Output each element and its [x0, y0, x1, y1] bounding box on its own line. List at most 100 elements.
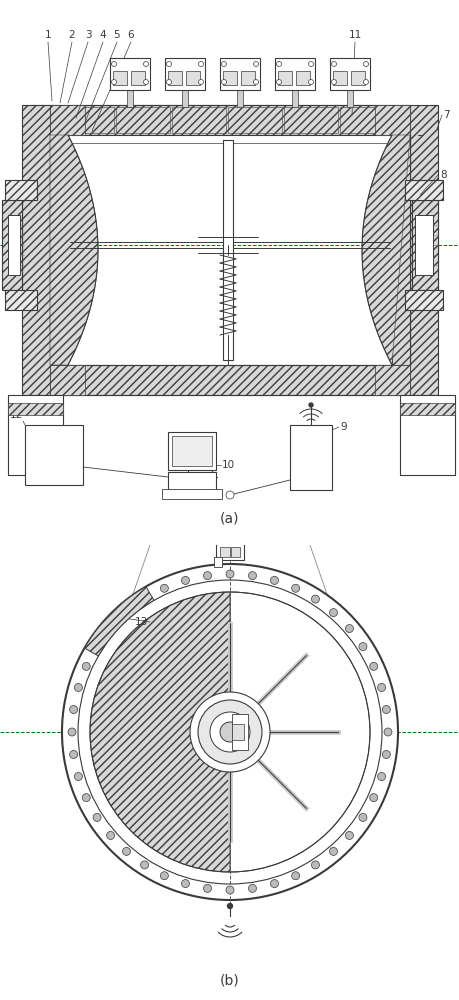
Circle shape [181, 880, 189, 888]
Text: 6: 6 [128, 30, 134, 40]
Circle shape [122, 609, 130, 617]
Polygon shape [22, 105, 50, 395]
Bar [409, 105, 437, 395]
Circle shape [166, 62, 171, 66]
Circle shape [311, 861, 319, 869]
Circle shape [248, 572, 256, 580]
Bar [182, 90, 188, 107]
Text: 3: 3 [84, 30, 91, 40]
Bar [219, 58, 259, 90]
Bar [168, 432, 216, 470]
Circle shape [221, 80, 226, 85]
Bar [8, 215, 20, 275]
Circle shape [270, 576, 278, 584]
Circle shape [198, 62, 203, 66]
Text: 5: 5 [113, 30, 120, 40]
Circle shape [78, 580, 381, 884]
Circle shape [68, 728, 76, 736]
Circle shape [74, 773, 82, 781]
Circle shape [69, 706, 78, 714]
Bar [399, 395, 454, 475]
Bar [404, 290, 442, 310]
Bar [127, 90, 133, 107]
Circle shape [62, 564, 397, 900]
Circle shape [69, 750, 78, 758]
Circle shape [166, 80, 171, 85]
Text: 4: 4 [100, 30, 106, 40]
Bar [332, 71, 346, 85]
Text: 7: 7 [442, 110, 448, 120]
Text: 12: 12 [10, 410, 23, 420]
Bar [223, 140, 233, 360]
Polygon shape [361, 135, 409, 365]
Bar [110, 58, 150, 90]
Bar [131, 71, 145, 85]
Circle shape [160, 872, 168, 880]
Circle shape [381, 706, 390, 714]
Circle shape [331, 62, 336, 66]
Circle shape [93, 813, 101, 821]
Text: 13: 13 [134, 617, 148, 627]
Circle shape [363, 62, 368, 66]
Bar [295, 71, 309, 85]
Circle shape [381, 750, 390, 758]
Circle shape [253, 80, 258, 85]
Bar [236, 90, 242, 107]
Polygon shape [50, 135, 98, 365]
Circle shape [181, 576, 189, 584]
Text: 9: 9 [339, 422, 346, 432]
Text: (b): (b) [220, 974, 239, 988]
Circle shape [308, 80, 313, 85]
Circle shape [345, 625, 353, 633]
Circle shape [143, 62, 148, 66]
Circle shape [160, 584, 168, 592]
Circle shape [369, 794, 377, 802]
Bar [185, 71, 200, 85]
Bar [5, 290, 37, 310]
Bar [162, 489, 222, 499]
Bar [230, 547, 240, 557]
Bar [414, 215, 432, 275]
Bar [283, 107, 337, 133]
Bar [5, 180, 37, 200]
Circle shape [358, 643, 366, 651]
Bar [116, 107, 170, 133]
Bar [391, 135, 409, 365]
Circle shape [253, 62, 258, 66]
Circle shape [358, 813, 366, 821]
Bar [172, 107, 225, 133]
Bar [2, 200, 22, 290]
Bar [216, 535, 243, 560]
Bar [219, 547, 230, 557]
Circle shape [363, 80, 368, 85]
Bar [168, 472, 216, 490]
Circle shape [331, 80, 336, 85]
Circle shape [329, 847, 337, 855]
Text: 2: 2 [68, 30, 75, 40]
Bar [50, 365, 85, 395]
Circle shape [93, 643, 101, 651]
Circle shape [308, 62, 313, 66]
Text: 8: 8 [439, 170, 446, 180]
Circle shape [197, 700, 262, 764]
Bar [274, 58, 314, 90]
Bar [329, 58, 369, 90]
Polygon shape [84, 587, 154, 656]
Bar [8, 395, 63, 475]
Circle shape [377, 773, 385, 781]
Circle shape [270, 880, 278, 888]
Bar [231, 714, 247, 750]
Circle shape [219, 722, 240, 742]
Bar [213, 557, 222, 567]
Circle shape [377, 683, 385, 691]
Circle shape [203, 884, 211, 892]
Bar [350, 71, 364, 85]
Circle shape [140, 595, 148, 603]
Bar [374, 365, 409, 395]
Circle shape [311, 595, 319, 603]
Bar [289, 425, 331, 490]
Circle shape [248, 884, 256, 892]
Circle shape [82, 794, 90, 802]
Text: 10: 10 [222, 460, 235, 470]
Circle shape [74, 683, 82, 691]
